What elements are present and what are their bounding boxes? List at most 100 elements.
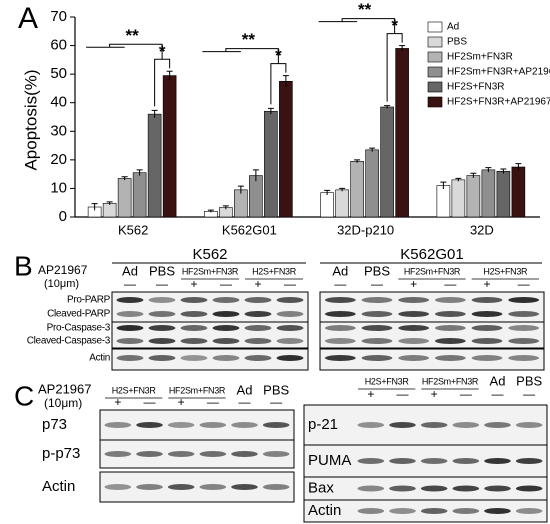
- blot-frame: [99, 471, 295, 503]
- band: [357, 508, 385, 514]
- lane-label: PBS: [364, 263, 390, 278]
- blot-frame: [319, 291, 545, 323]
- band: [148, 338, 176, 344]
- protein-label: Cleaved-PARP: [47, 309, 111, 320]
- error-bar: [222, 205, 229, 210]
- band: [484, 485, 511, 492]
- x-tick-label: 32D-p210: [337, 222, 394, 237]
- lane-label: Ad: [122, 263, 138, 278]
- band: [212, 355, 240, 361]
- protein-label: p73: [42, 416, 67, 433]
- band: [324, 355, 356, 361]
- error-bar: [121, 176, 128, 181]
- x-tick-label: K562G01: [222, 222, 277, 237]
- band: [180, 311, 208, 317]
- lane-label: HF2Sm+FN3R: [404, 266, 461, 276]
- y-tick-label: 0: [59, 208, 67, 225]
- band: [212, 297, 240, 303]
- band: [361, 338, 393, 344]
- lane-sign: —: [334, 277, 346, 291]
- protein-label: PUMA: [308, 452, 351, 469]
- y-axis-label: Apoptosis(%): [21, 69, 40, 170]
- y-tick-label: 30: [50, 122, 67, 139]
- error-bar: [106, 201, 113, 205]
- blot-title: K562: [192, 246, 227, 263]
- lane-label: PBS: [149, 263, 175, 278]
- error-bar: [339, 187, 346, 192]
- error-bar: [500, 168, 507, 174]
- lane-label: HF2Sm+FN3R: [422, 376, 479, 386]
- band: [212, 338, 240, 344]
- blot-frame: [99, 409, 295, 441]
- blot-title: K562G01: [400, 246, 463, 263]
- error-bar: [440, 181, 447, 189]
- panel-label: C: [14, 380, 34, 411]
- lane-label: HF2Sm+FN3R: [182, 266, 239, 276]
- lane-sign: —: [270, 395, 282, 409]
- legend-label: HF2S+FN3R: [447, 82, 505, 93]
- band: [262, 484, 290, 490]
- band: [136, 484, 163, 490]
- bar: [496, 170, 511, 218]
- band: [276, 355, 304, 361]
- lane-sign: +: [431, 387, 438, 401]
- lane-sign: +: [367, 387, 374, 401]
- band: [231, 484, 258, 490]
- x-tick-label: K562: [118, 222, 148, 237]
- blot-frame: [111, 291, 309, 323]
- significance-label: *: [275, 46, 282, 65]
- significance-label: **: [358, 0, 372, 19]
- band: [276, 311, 304, 317]
- band: [148, 325, 176, 331]
- band: [484, 458, 511, 464]
- band: [244, 311, 272, 317]
- band: [398, 311, 430, 317]
- error-bar: [267, 107, 274, 115]
- significance-label: *: [391, 16, 398, 35]
- y-tick-label: 50: [50, 65, 67, 82]
- band: [212, 311, 240, 317]
- bar: [511, 166, 526, 218]
- band: [180, 325, 208, 331]
- band: [244, 325, 272, 331]
- bar: [365, 149, 379, 218]
- band: [167, 422, 195, 428]
- lane-sign: —: [156, 277, 168, 291]
- band: [434, 338, 466, 344]
- band: [471, 355, 503, 361]
- band: [262, 422, 290, 428]
- band: [104, 422, 132, 428]
- band: [262, 451, 290, 457]
- unit-label: (10μm): [44, 396, 82, 410]
- protein-label: Pro-Caspase-3: [47, 323, 111, 334]
- significance-label: *: [159, 42, 166, 61]
- lane-label: Ad: [490, 373, 506, 388]
- error-bar: [515, 163, 522, 171]
- legend-swatch: [427, 51, 443, 63]
- bar: [132, 172, 147, 218]
- band: [389, 422, 416, 428]
- band: [116, 355, 144, 361]
- lane-sign: —: [220, 277, 232, 291]
- band: [484, 422, 511, 428]
- bar: [162, 75, 177, 218]
- band: [244, 355, 272, 361]
- band: [420, 458, 448, 464]
- legend-label: Ad: [447, 22, 459, 33]
- protein-label: Bax: [308, 479, 334, 496]
- legend-swatch: [427, 21, 443, 33]
- bar: [279, 80, 293, 218]
- band: [398, 297, 430, 303]
- treatment-label: AP21967: [38, 263, 88, 277]
- band: [361, 311, 393, 317]
- band: [199, 484, 227, 490]
- band: [148, 311, 176, 317]
- lane-sign: —: [397, 387, 409, 401]
- band: [324, 311, 356, 317]
- y-tick-label: 40: [50, 94, 67, 111]
- lane-sign: +: [483, 277, 490, 291]
- protein-label: p-21: [308, 416, 338, 433]
- y-tick-label: 70: [50, 8, 67, 25]
- error-bar: [455, 177, 462, 182]
- band: [452, 485, 480, 492]
